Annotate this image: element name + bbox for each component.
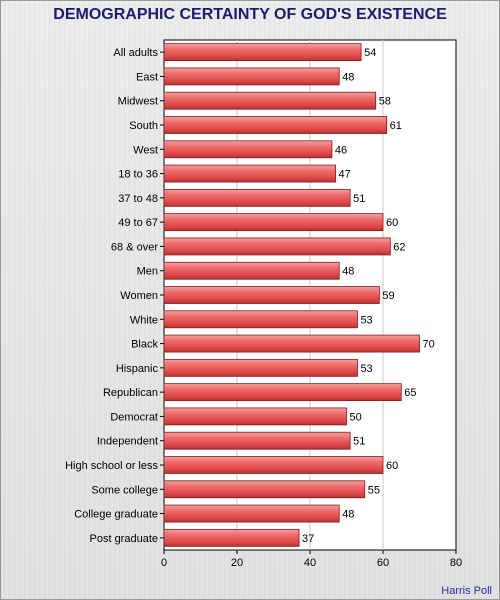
category-label: White [130, 314, 158, 326]
bar [163, 237, 391, 256]
category-label: Democrat [110, 411, 158, 423]
value-label: 55 [368, 484, 380, 496]
category-label: 68 & over [111, 241, 158, 253]
category-label: Some college [91, 484, 158, 496]
x-tick-label: 0 [161, 557, 167, 569]
category-label: Republican [103, 387, 158, 399]
value-label: 51 [353, 193, 365, 205]
value-label: 48 [342, 509, 354, 521]
bar [163, 358, 358, 377]
category-label: South [129, 120, 158, 132]
category-label: Independent [97, 436, 158, 448]
category-label: West [133, 144, 158, 156]
bar [163, 213, 384, 232]
category-label: Black [131, 339, 158, 351]
bar [163, 116, 388, 134]
category-label: East [136, 71, 158, 83]
source-credit: Harris Poll [441, 585, 492, 597]
bar [163, 43, 362, 62]
x-tick-label: 80 [450, 557, 462, 569]
value-label: 50 [350, 411, 362, 423]
value-label: 54 [364, 47, 376, 59]
bar [163, 188, 351, 207]
category-label: All adults [113, 47, 158, 59]
bar [163, 164, 336, 183]
value-label: 37 [302, 533, 314, 545]
value-label: 51 [353, 436, 365, 448]
category-label: 18 to 36 [118, 169, 158, 181]
value-label: 46 [335, 144, 347, 156]
chart-title: DEMOGRAPHIC CERTAINTY OF GOD'S EXISTENCE [53, 6, 447, 23]
category-label: 37 to 48 [118, 193, 158, 205]
x-tick-label: 60 [377, 557, 389, 569]
category-label: Hispanic [116, 363, 159, 375]
value-label: 58 [379, 96, 391, 108]
category-label: High school or less [65, 460, 158, 472]
x-tick-label: 20 [231, 557, 243, 569]
value-label: 48 [342, 266, 354, 278]
category-label: Men [137, 266, 158, 278]
value-label: 61 [390, 120, 402, 132]
bar [163, 407, 347, 426]
bar [163, 67, 340, 86]
bar [163, 91, 377, 110]
value-label: 53 [360, 363, 372, 375]
value-label: 47 [339, 169, 351, 181]
value-label: 70 [423, 339, 435, 351]
value-label: 59 [382, 290, 394, 302]
bar [163, 456, 384, 474]
bar [163, 480, 366, 499]
bar [163, 504, 340, 523]
bar [163, 310, 358, 329]
value-label: 60 [386, 460, 398, 472]
bar [163, 286, 380, 304]
category-label: Women [120, 290, 158, 302]
category-label: Midwest [118, 96, 158, 108]
bar [163, 383, 402, 402]
value-label: 62 [393, 241, 405, 253]
bar [163, 261, 340, 280]
x-tick-label: 40 [304, 557, 316, 569]
bar [163, 528, 300, 547]
value-label: 60 [386, 217, 398, 229]
value-label: 65 [404, 387, 416, 399]
category-label: 49 to 67 [118, 217, 158, 229]
category-label: Post graduate [90, 533, 159, 545]
bar [163, 431, 351, 450]
bar [163, 140, 333, 159]
category-label: College graduate [74, 509, 158, 521]
value-label: 53 [360, 314, 372, 326]
value-label: 48 [342, 71, 354, 83]
plot-area: 0 20 40 60 80 All adults 54 East 48 Midwest 58 Sout… [65, 39, 462, 569]
bar [163, 334, 420, 353]
